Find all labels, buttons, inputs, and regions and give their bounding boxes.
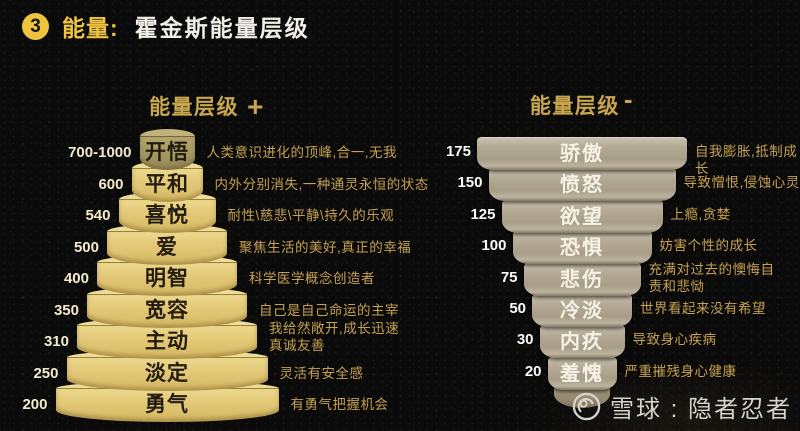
funnel-tier: 欲望 bbox=[501, 199, 663, 233]
tier-value: 20 bbox=[524, 362, 542, 380]
tier-description: 有勇气把握机会 bbox=[290, 397, 389, 412]
tier-value: 125 bbox=[470, 205, 496, 223]
left-pyramid-title: 能量层级 + bbox=[117, 89, 297, 122]
tier-value: 600 bbox=[98, 175, 124, 193]
right-title-text: 能量层级 bbox=[529, 95, 620, 118]
watermark: 雪球 : 隐者忍者 bbox=[571, 389, 792, 424]
tier-description: 灵活有安全感 bbox=[279, 365, 364, 381]
minus-sign: - bbox=[623, 84, 635, 114]
page-header: 3 能量: 霍金斯能量层级 bbox=[22, 9, 310, 43]
tier-value: 100 bbox=[481, 237, 507, 255]
header-label: 能量: bbox=[62, 15, 119, 41]
tier-label: 爱 bbox=[156, 235, 178, 259]
tier-body bbox=[97, 262, 237, 296]
tier-value: 700-1000 bbox=[68, 144, 132, 161]
tier-label: 骄傲 bbox=[560, 143, 604, 165]
funnel-tier: 骄傲 bbox=[477, 137, 687, 170]
tier-value: 540 bbox=[85, 207, 111, 224]
tier-value: 310 bbox=[43, 333, 69, 350]
tier-label: 悲伤 bbox=[560, 268, 604, 291]
tier-description: 聚焦生活的美好,真正的幸福 bbox=[239, 239, 412, 255]
tier-description: 人类意识进化的顶峰,合一,无我 bbox=[206, 145, 398, 160]
tier-body bbox=[139, 136, 195, 170]
funnel-tier: 恐惧 bbox=[512, 231, 652, 265]
pyramid-tier: 开悟 bbox=[139, 129, 195, 170]
tier-value: 30 bbox=[516, 331, 534, 349]
tier-description: 妨害个性的成长 bbox=[659, 238, 758, 254]
tier-body bbox=[55, 388, 279, 422]
number-badge: 3 bbox=[22, 12, 49, 40]
right-pyramid-title: 能量层级 - bbox=[492, 84, 672, 120]
tier-value: 75 bbox=[500, 268, 518, 286]
tier-label: 主动 bbox=[145, 330, 189, 353]
tier-label: 淡定 bbox=[145, 361, 189, 385]
funnel-stem bbox=[554, 386, 610, 408]
tier-description: 导致憎恨,侵蚀心灵 bbox=[683, 175, 800, 191]
tier-label: 恐惧 bbox=[560, 237, 604, 260]
tier-description: 自己是自己命运的主宰 bbox=[259, 302, 399, 318]
page-title: 霍金斯能量层级 bbox=[134, 15, 310, 41]
tier-label: 羞愧 bbox=[560, 362, 604, 385]
tier-value: 500 bbox=[73, 238, 99, 256]
tier-label: 愤怒 bbox=[560, 174, 604, 197]
plus-sign: + bbox=[247, 91, 265, 122]
funnel-tier: 冷淡 bbox=[532, 294, 632, 327]
tier-body bbox=[131, 167, 203, 202]
xueqiu-logo-icon bbox=[572, 392, 601, 421]
funnel-tier: 愤怒 bbox=[488, 168, 676, 202]
tier-value: 175 bbox=[445, 143, 471, 160]
tier-value: 350 bbox=[53, 301, 79, 319]
tier-label: 喜悦 bbox=[145, 204, 189, 227]
tier-label: 开悟 bbox=[145, 141, 189, 164]
tier-label: 冷淡 bbox=[560, 300, 604, 322]
tier-label: 勇气 bbox=[145, 393, 189, 416]
tier-value: 200 bbox=[22, 396, 48, 413]
tier-description: 我给然敞开,成长迅速 真诚友善 bbox=[269, 321, 400, 353]
tier-value: 150 bbox=[457, 174, 483, 192]
funnel-tier: 内疚 bbox=[539, 325, 625, 359]
pyramid-tier: 平和 bbox=[131, 160, 203, 202]
watermark-text: 雪球 : 隐者忍者 bbox=[610, 396, 793, 423]
tier-value: 250 bbox=[33, 364, 59, 382]
tier-description: 充满对过去的懊悔自 责和悲恸 bbox=[648, 261, 775, 294]
tier-value: 400 bbox=[63, 270, 89, 287]
tier-description: 上瘾,贪婪 bbox=[670, 206, 731, 222]
tier-label: 欲望 bbox=[560, 205, 604, 228]
tier-description: 耐性\慈悲\平静\持久的乐观 bbox=[227, 208, 395, 223]
funnel-tier: 悲伤 bbox=[523, 262, 641, 296]
left-title-text: 能量层级 bbox=[149, 96, 240, 119]
tier-description: 内外分别消失,一种通灵永恒的状态 bbox=[214, 176, 429, 192]
tier-label: 明智 bbox=[145, 267, 189, 290]
tier-description: 科学医学概念创造者 bbox=[249, 271, 375, 286]
tier-label: 内疚 bbox=[560, 331, 604, 354]
tier-description: 导致身心疾病 bbox=[632, 332, 717, 348]
tier-value: 50 bbox=[509, 300, 526, 317]
tier-label: 平和 bbox=[145, 172, 189, 196]
tier-label: 宽容 bbox=[145, 298, 189, 322]
tier-description: 世界看起来没有希望 bbox=[640, 301, 766, 316]
tier-description: 严重摧残身心健康 bbox=[624, 363, 737, 379]
tier-description: 自我膨胀,抵制成长 bbox=[695, 144, 798, 176]
funnel-tier: 羞愧 bbox=[547, 356, 617, 390]
